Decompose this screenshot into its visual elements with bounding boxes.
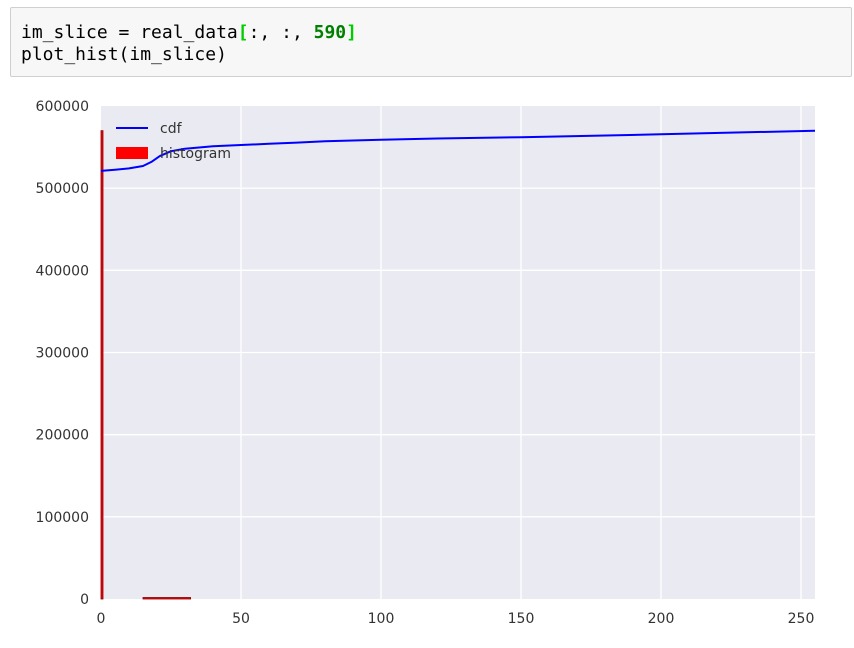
- code-number: 590: [313, 22, 347, 43]
- x-tick-labels: 0 50 100 150 200 250: [97, 611, 815, 627]
- code-cell[interactable]: im_slice = real_data[:, :, 590] plot_his…: [10, 7, 852, 77]
- y-tick-label: 500000: [36, 181, 89, 197]
- code-text-middle: :, :,: [248, 22, 314, 43]
- code-bracket-open: [: [237, 22, 249, 43]
- code-line-1[interactable]: im_slice = real_data[:, :, 590]: [21, 22, 357, 44]
- y-tick-label: 200000: [36, 428, 89, 444]
- y-tick-label: 300000: [36, 346, 89, 362]
- x-tick-label: 50: [232, 611, 250, 627]
- x-tick-label: 100: [368, 611, 395, 627]
- grid-lines: [101, 106, 815, 599]
- y-tick-labels: 0 100000 200000 300000 400000 500000 600000: [36, 99, 89, 608]
- legend-histogram-swatch: [116, 147, 148, 159]
- code-text-prefix: im_slice = real_data: [21, 22, 238, 43]
- y-tick-label: 100000: [36, 510, 89, 526]
- legend: cdf histogram: [116, 121, 231, 162]
- y-tick-label: 400000: [36, 263, 89, 279]
- legend-label: cdf: [160, 121, 183, 137]
- code-line-2[interactable]: plot_hist(im_slice): [21, 44, 227, 65]
- code-bracket-close: ]: [346, 22, 357, 43]
- cdf-series: [100, 129, 816, 172]
- x-tick-label: 150: [508, 611, 535, 627]
- legend-label: histogram: [160, 146, 231, 162]
- x-tick-label: 0: [97, 611, 106, 627]
- y-tick-label: 0: [80, 592, 89, 608]
- cdf-line: [100, 129, 816, 172]
- histogram-bars: [100, 130, 191, 600]
- y-tick-label: 600000: [36, 99, 89, 115]
- histogram-bar: [100, 130, 104, 600]
- histogram-bar: [142, 597, 191, 600]
- x-tick-label: 250: [788, 611, 815, 627]
- x-tick-label: 200: [648, 611, 675, 627]
